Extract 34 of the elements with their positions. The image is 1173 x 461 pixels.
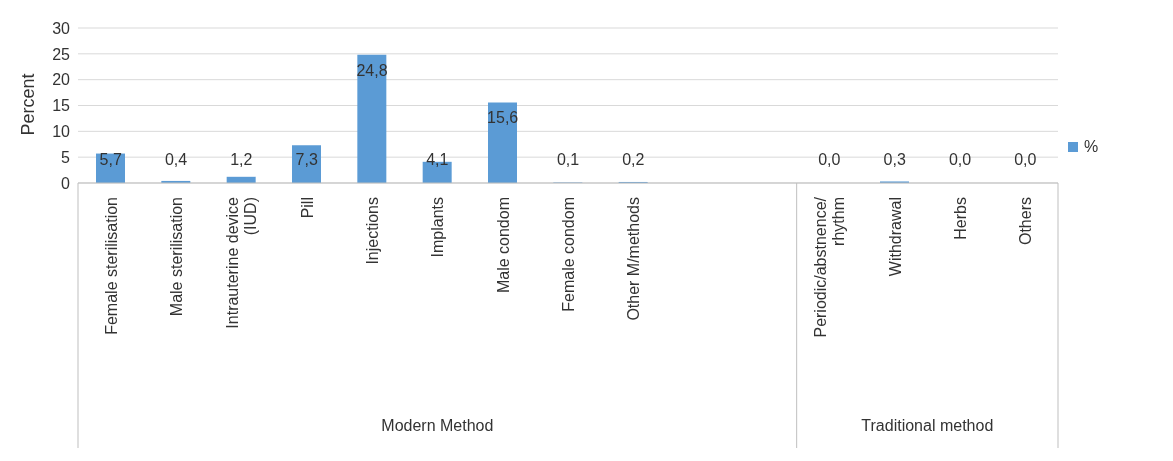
data-label: 0,4 <box>164 151 188 168</box>
y-tick-label: 20 <box>52 71 71 89</box>
data-label: 0,2 <box>622 151 645 168</box>
data-label: 7,3 <box>295 151 318 168</box>
data-label: 1,2 <box>230 151 253 168</box>
y-tick-label: 10 <box>52 123 71 141</box>
y-tick-label: 0 <box>61 174 71 192</box>
x-tick-label: Others <box>1017 197 1035 246</box>
x-tick-label: Other M/methods <box>625 197 643 321</box>
y-tick-label: 15 <box>52 97 71 115</box>
data-label: 5,7 <box>99 151 122 168</box>
data-label: 0,0 <box>818 151 841 168</box>
text: Traditional method <box>861 417 994 434</box>
y-tick-label: 5 <box>61 148 71 166</box>
x-tick-label: Pill <box>298 197 316 219</box>
y-tick-label: 30 <box>52 19 71 37</box>
x-tick-label: Intrauterine device (IUD) <box>224 196 260 329</box>
data-label: 0,0 <box>948 151 972 168</box>
y-tick-label: 25 <box>52 45 71 63</box>
x-tick-label: Injections <box>364 197 381 265</box>
x-tick-label: Periodic/abstnence/rhythm <box>812 196 848 338</box>
text: Modern Method <box>381 417 494 434</box>
x-tick-label: Herbs <box>952 197 969 240</box>
data-label: 0,3 <box>883 151 906 168</box>
x-tick-label: Female sterilisation <box>102 197 120 335</box>
data-label: 0,0 <box>1014 151 1037 168</box>
y-axis-title: Percent <box>18 73 39 136</box>
data-label: 0,1 <box>556 151 580 168</box>
x-tick-label: Withdrawal <box>886 197 904 277</box>
x-tick-label: Male condom <box>494 197 512 294</box>
legend-label: % <box>1084 138 1099 156</box>
x-tick-label: Male sterilisation <box>168 197 185 317</box>
x-tick-label: Implants <box>429 197 447 258</box>
x-tick-label: Female condom <box>560 197 577 312</box>
